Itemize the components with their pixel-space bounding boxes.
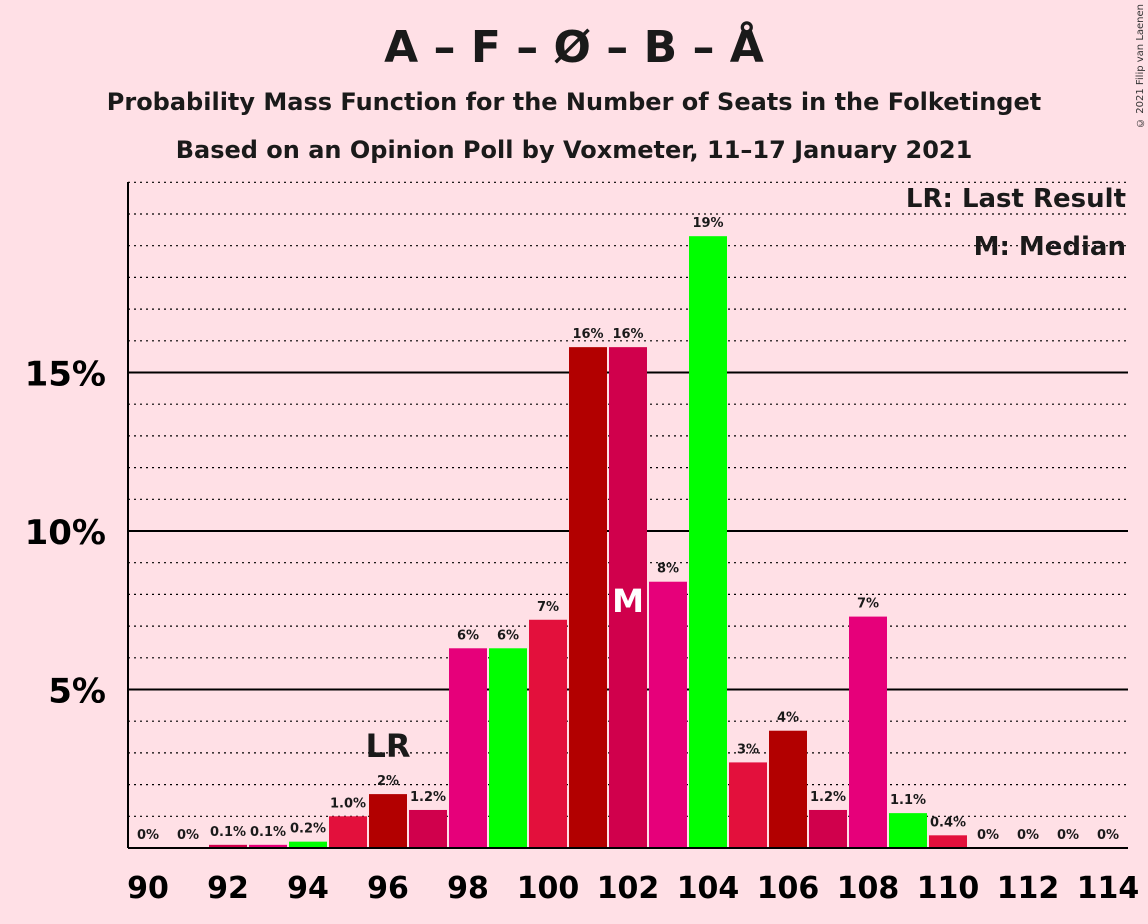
bar-label-108: 7% — [857, 597, 879, 612]
bar-seats-105 — [729, 762, 767, 848]
chart-title: A – F – Ø – B – Å — [384, 22, 764, 73]
bar-seats-100 — [529, 619, 567, 848]
axes — [127, 182, 1128, 849]
bar-seats-110 — [929, 835, 967, 848]
x-tick-label: 100 — [517, 871, 580, 906]
bar-label-100: 7% — [537, 600, 559, 615]
bar-label-109: 1.1% — [890, 793, 926, 808]
bar-label-98: 6% — [457, 628, 479, 643]
y-tick-label: 10% — [25, 513, 106, 553]
legend-median: M: Median — [973, 232, 1126, 262]
x-tick-label: 90 — [127, 871, 169, 906]
bar-label-112: 0% — [1017, 828, 1039, 843]
x-tick-label: 110 — [917, 871, 980, 906]
bar-seats-106 — [769, 730, 807, 848]
markers: LR M — [365, 582, 643, 765]
bar-label-114: 0% — [1097, 828, 1119, 843]
y-axis-ticks: 5% 10% 15% — [25, 355, 106, 712]
median-marker: M — [612, 582, 644, 620]
bars — [209, 236, 967, 848]
bar-seats-103 — [649, 581, 687, 848]
x-tick-label: 94 — [287, 871, 329, 906]
x-tick-label: 114 — [1077, 871, 1140, 906]
bar-label-102: 16% — [612, 327, 643, 342]
legend-last-result: LR: Last Result — [905, 184, 1126, 214]
x-tick-label: 104 — [677, 871, 740, 906]
y-tick-label: 5% — [48, 672, 106, 712]
chart-subtitle-source: Based on an Opinion Poll by Voxmeter, 11… — [175, 136, 973, 164]
bar-label-94: 0.2% — [290, 822, 326, 837]
bar-seats-94 — [289, 841, 327, 848]
x-axis-ticks: 90 92 94 96 98 100 102 104 106 108 110 112 114 — [127, 871, 1139, 906]
bar-label-105: 3% — [737, 742, 759, 757]
chart-subtitle-method: Probability Mass Function for the Number… — [106, 88, 1042, 116]
bar-seats-101 — [569, 347, 607, 848]
bar-seats-98 — [449, 648, 487, 848]
bar-seats-107 — [809, 809, 847, 848]
bar-seats-96 — [369, 794, 407, 848]
bar-seats-109 — [889, 813, 927, 848]
bar-label-107: 1.2% — [810, 790, 846, 805]
bar-value-labels: 0% 0% 0.1% 0.1% 0.2% 1.0% 2% 1.2% 6% 6% 7% 16% 16% 8%… — [137, 216, 1119, 843]
bar-label-104: 19% — [692, 216, 723, 231]
bar-label-92: 0.1% — [210, 825, 246, 840]
bar-seats-102 — [609, 347, 647, 848]
bar-seats-108 — [849, 616, 887, 848]
bar-label-101: 16% — [572, 327, 603, 342]
x-tick-label: 102 — [597, 871, 660, 906]
bar-label-103: 8% — [657, 562, 679, 577]
bar-seats-99 — [489, 648, 527, 848]
bar-label-95: 1.0% — [330, 796, 366, 811]
bar-label-106: 4% — [777, 711, 799, 726]
bar-label-91: 0% — [177, 828, 199, 843]
bar-seats-95 — [329, 816, 367, 848]
bar-label-113: 0% — [1057, 828, 1079, 843]
x-tick-label: 98 — [447, 871, 489, 906]
x-tick-label: 106 — [757, 871, 820, 906]
bar-label-110: 0.4% — [930, 815, 966, 830]
x-tick-label: 108 — [837, 871, 900, 906]
x-tick-label: 112 — [997, 871, 1060, 906]
bar-label-93: 0.1% — [250, 825, 286, 840]
y-tick-label: 15% — [25, 355, 106, 395]
bar-label-99: 6% — [497, 628, 519, 643]
bar-label-97: 1.2% — [410, 790, 446, 805]
last-result-marker: LR — [365, 727, 410, 765]
x-tick-label: 92 — [207, 871, 249, 906]
bar-seats-92 — [209, 844, 247, 848]
bar-seats-104 — [689, 236, 727, 848]
bar-label-96: 2% — [377, 774, 399, 789]
bar-label-111: 0% — [977, 828, 999, 843]
bar-label-90: 0% — [137, 828, 159, 843]
bar-seats-97 — [409, 809, 447, 848]
x-tick-label: 96 — [367, 871, 409, 906]
bar-seats-93 — [249, 844, 287, 848]
